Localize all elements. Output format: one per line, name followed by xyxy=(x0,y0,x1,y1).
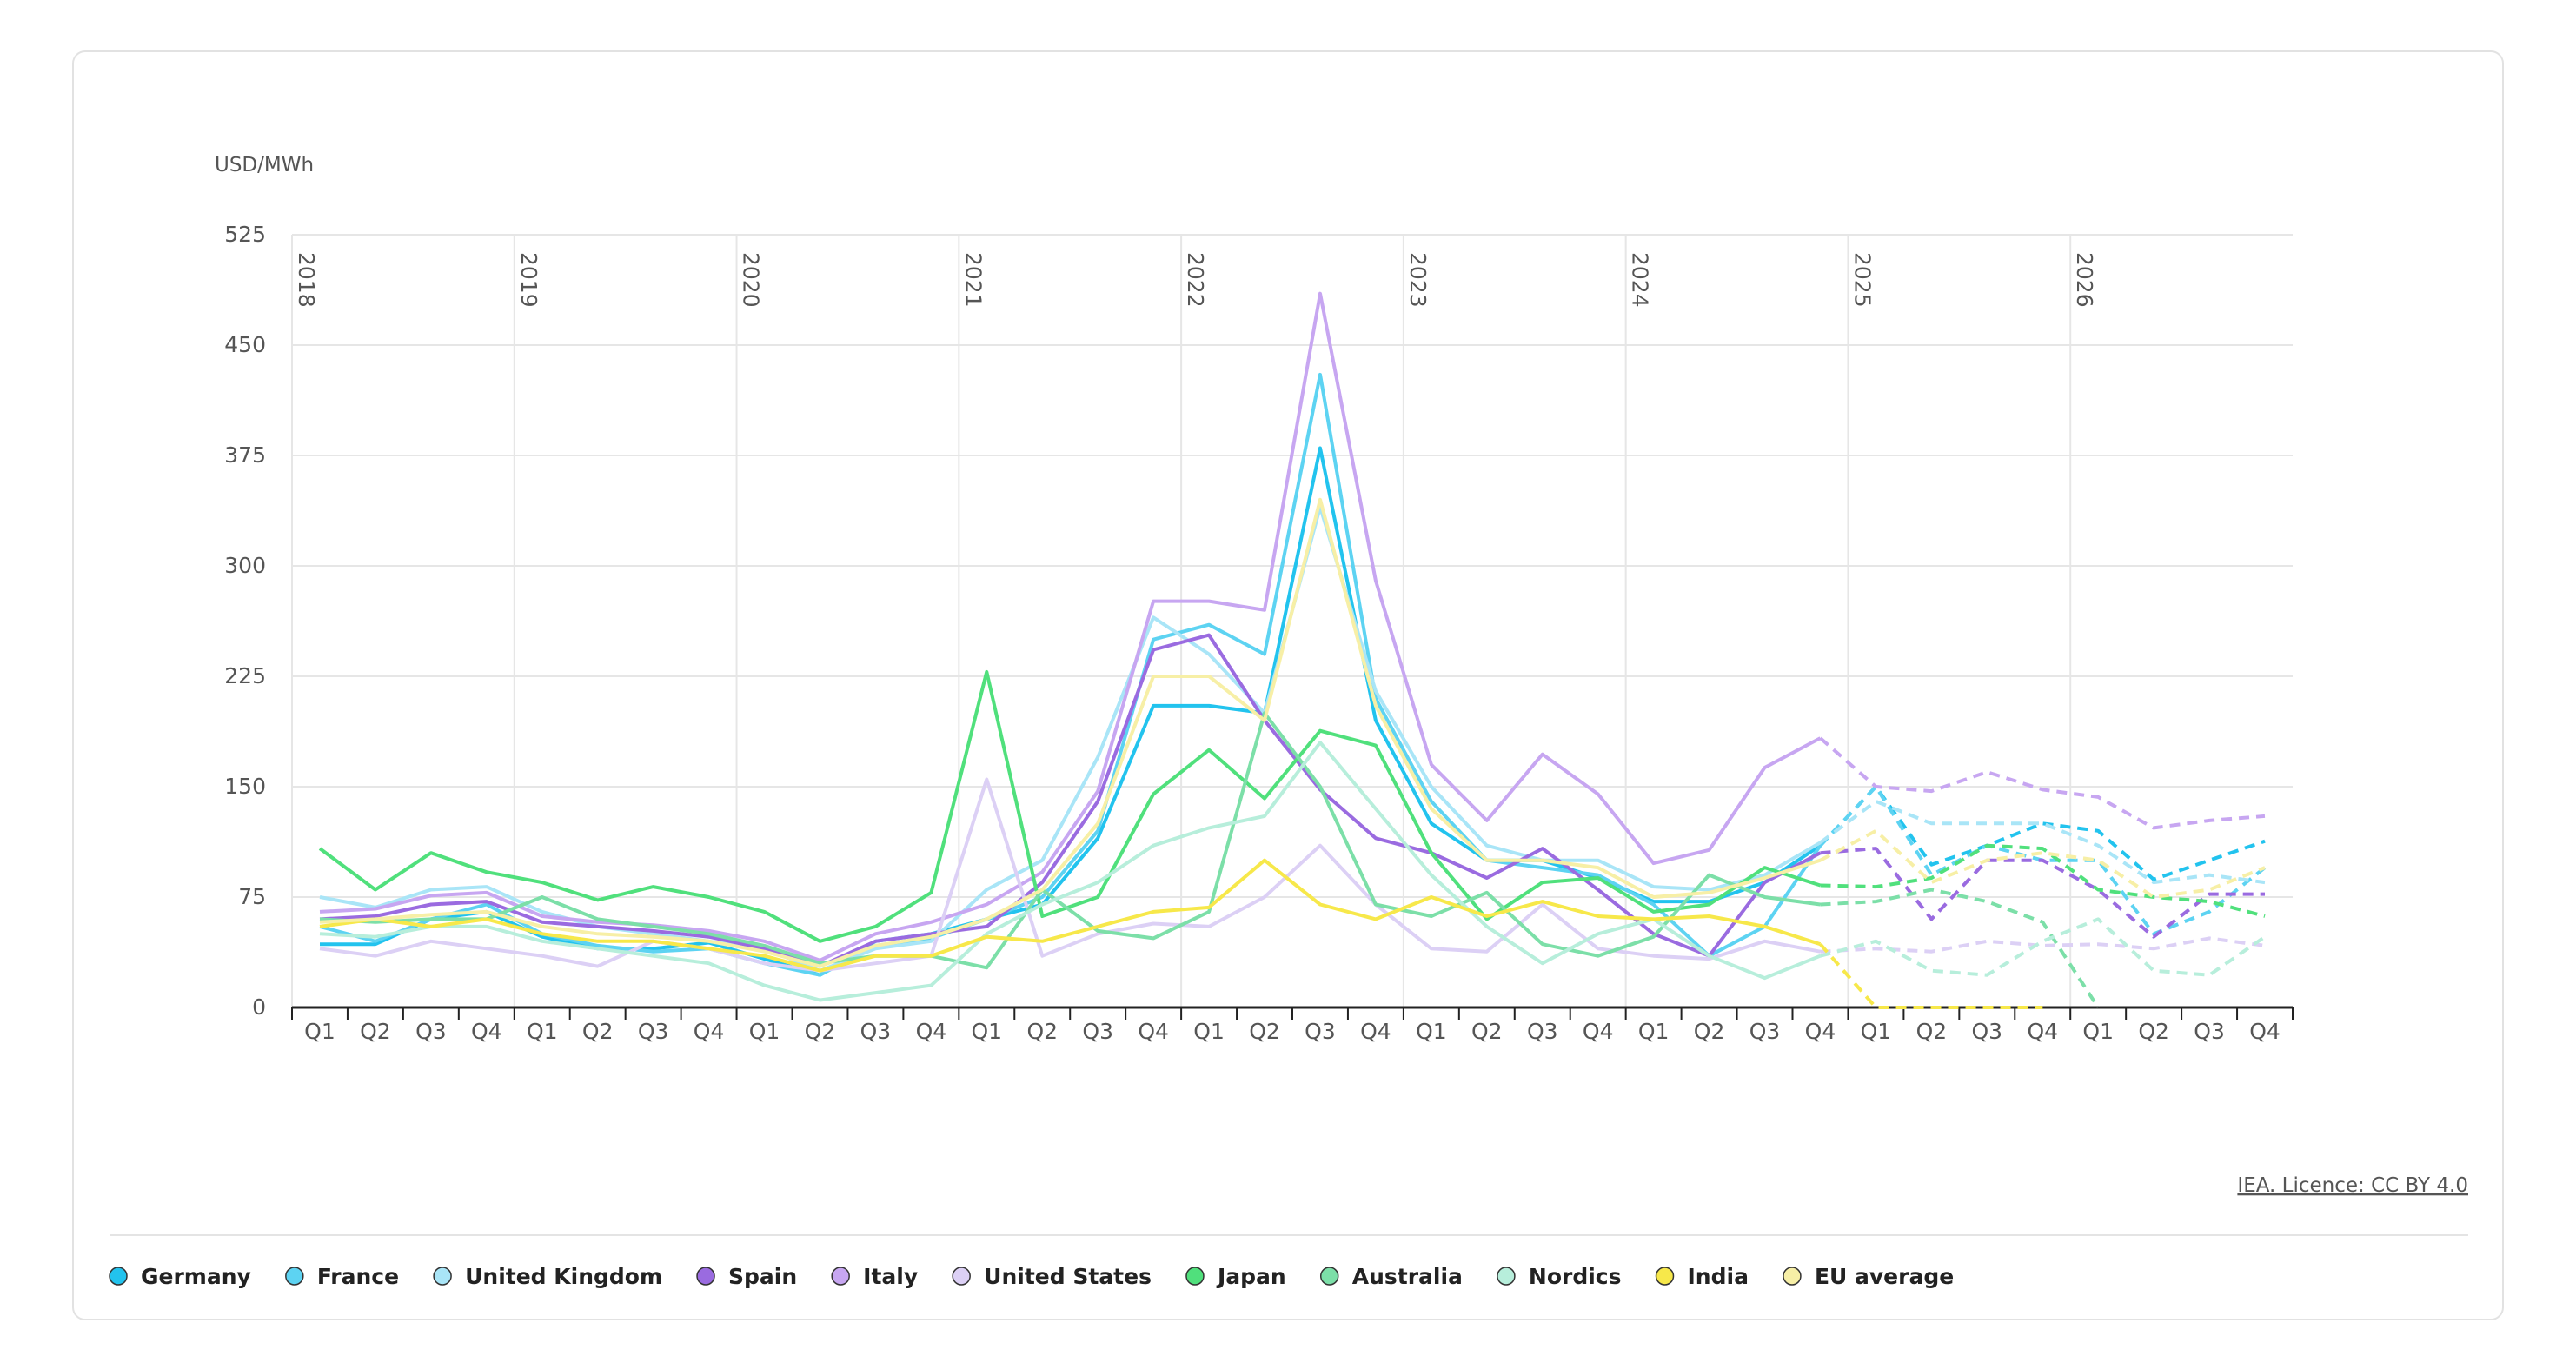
series-line xyxy=(319,497,1822,968)
x-tick-label: Q2 xyxy=(1694,1019,1725,1044)
x-tick-label: Q1 xyxy=(1193,1019,1225,1044)
year-label: 2024 xyxy=(1628,252,1653,308)
forecast-line xyxy=(1819,917,2267,977)
x-tick-label: Q2 xyxy=(582,1019,614,1044)
forecast-line xyxy=(1819,736,2266,830)
forecast-line xyxy=(1819,785,2266,881)
legend-swatch xyxy=(831,1267,850,1286)
legend-swatch xyxy=(1497,1267,1516,1286)
forecast-line xyxy=(1820,847,2265,939)
y-tick-label: 150 xyxy=(224,774,266,799)
x-tick-label: Q4 xyxy=(694,1019,725,1044)
x-tick-label: Q1 xyxy=(1638,1019,1670,1044)
y-tick-label: 525 xyxy=(224,222,266,247)
legend-swatch xyxy=(696,1267,715,1286)
x-tick-label: Q4 xyxy=(1360,1019,1391,1044)
y-tick-label: 75 xyxy=(238,884,266,909)
source[interactable]: IEA. Licence: CC BY 4.0 xyxy=(2237,1174,2468,1197)
x-tick-label: Q4 xyxy=(471,1019,502,1044)
legend-swatch xyxy=(952,1267,971,1286)
legend-swatch xyxy=(285,1267,304,1286)
series-line xyxy=(319,777,1821,973)
y-tick-label: 300 xyxy=(224,553,266,578)
x-tick-label: Q2 xyxy=(1916,1019,1948,1044)
series-line xyxy=(319,858,1822,973)
x-tick-label: Q3 xyxy=(1749,1019,1781,1044)
x-tick-label: Q4 xyxy=(916,1019,947,1044)
x-tick-label: Q4 xyxy=(1138,1019,1169,1044)
year-label: 2026 xyxy=(2072,252,2097,308)
legend-swatch xyxy=(109,1267,128,1286)
x-tick-label: Q3 xyxy=(1972,1019,2003,1044)
x-tick-label: Q3 xyxy=(638,1019,669,1044)
legend-label: Germany xyxy=(141,1264,251,1289)
x-tick-label: Q4 xyxy=(1805,1019,1836,1044)
x-tick-label: Q2 xyxy=(1026,1019,1058,1044)
legend-swatch xyxy=(1319,1267,1339,1286)
x-tick-label: Q2 xyxy=(360,1019,391,1044)
legend-swatch xyxy=(1783,1267,1802,1286)
legend-label: Italy xyxy=(863,1264,918,1289)
year-label: 2021 xyxy=(960,252,986,308)
x-tick-label: Q3 xyxy=(415,1019,447,1044)
x-tick-label: Q2 xyxy=(1249,1019,1280,1044)
legend-swatch xyxy=(1185,1267,1205,1286)
legend-label: Spain xyxy=(728,1264,797,1289)
x-tick-label: Q2 xyxy=(2138,1019,2169,1044)
legend-label: United States xyxy=(984,1264,1152,1289)
y-tick-label: 450 xyxy=(224,332,266,357)
x-tick-label: Q3 xyxy=(1082,1019,1113,1044)
x-tick-label: Q4 xyxy=(2027,1019,2058,1044)
legend-label: Japan xyxy=(1216,1264,1286,1289)
x-tick-label: Q4 xyxy=(2249,1019,2281,1044)
legend-label: Australia xyxy=(1352,1264,1463,1289)
x-tick-label: Q1 xyxy=(2082,1019,2114,1044)
forecast-line xyxy=(1818,942,2043,1009)
x-tick-label: Q2 xyxy=(1471,1019,1503,1044)
x-tick-label: Q3 xyxy=(860,1019,892,1044)
y-unit: USD/MWh xyxy=(215,154,314,176)
year-label: 2023 xyxy=(1405,252,1431,308)
x-tick-label: Q2 xyxy=(805,1019,836,1044)
y-tick-label: 0 xyxy=(252,994,266,1020)
year-label: 2018 xyxy=(294,252,319,308)
series-line xyxy=(319,291,1822,962)
legend-swatch xyxy=(1655,1267,1675,1286)
legend-swatch xyxy=(433,1267,452,1286)
x-tick-label: Q3 xyxy=(1305,1019,1336,1044)
series-line xyxy=(319,741,1822,1002)
series-line xyxy=(319,372,1822,977)
forecast-line xyxy=(1819,799,2266,885)
legend-label: France xyxy=(317,1264,399,1289)
card xyxy=(72,50,2504,1320)
x-tick-label: Q1 xyxy=(304,1019,335,1044)
x-tick-label: Q3 xyxy=(1527,1019,1558,1044)
x-tick-label: Q1 xyxy=(972,1019,1003,1044)
forecast-line xyxy=(1819,828,2266,899)
legend-label: United Kingdom xyxy=(465,1264,662,1289)
x-tick-label: Q3 xyxy=(2194,1019,2225,1044)
forecast-line xyxy=(1820,843,2266,918)
legend-label: Nordics xyxy=(1529,1264,1622,1289)
x-tick-label: Q1 xyxy=(527,1019,558,1044)
x-tick-label: Q1 xyxy=(1416,1019,1447,1044)
series-line xyxy=(319,633,1822,968)
legend-label: EU average xyxy=(1815,1264,1954,1289)
year-label: 2022 xyxy=(1183,252,1208,308)
x-tick-label: Q1 xyxy=(749,1019,780,1044)
year-label: 2020 xyxy=(739,252,764,308)
series-line xyxy=(318,669,1822,943)
year-label: 2019 xyxy=(516,252,541,308)
y-tick-label: 375 xyxy=(224,442,266,468)
year-label: 2025 xyxy=(1849,252,1875,308)
x-tick-label: Q4 xyxy=(1583,1019,1614,1044)
x-tick-label: Q1 xyxy=(1861,1019,1892,1044)
legend-label: India xyxy=(1688,1264,1749,1289)
y-tick-label: 225 xyxy=(224,663,266,688)
